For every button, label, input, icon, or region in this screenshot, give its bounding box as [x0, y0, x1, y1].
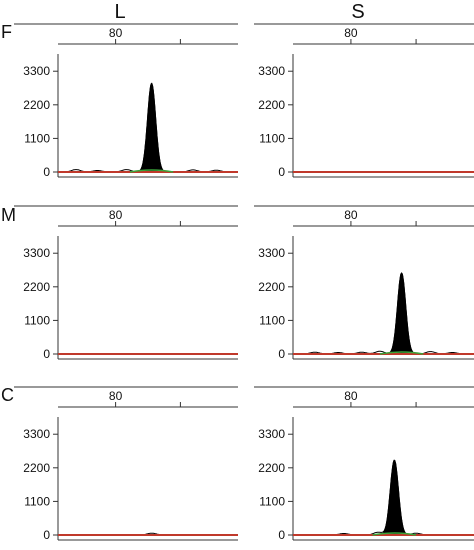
y-tick-label: 0 — [278, 347, 285, 361]
column-header-s: S — [351, 1, 364, 23]
y-tick-label: 0 — [278, 528, 285, 542]
y-tick-label: 1100 — [259, 494, 285, 508]
signal-trace — [293, 273, 474, 354]
y-tick-label: 2200 — [23, 98, 50, 112]
panel-grid: 80 0 1100 2200 3300 80 0 1100 2200 3300 80 0 1100 220… — [14, 24, 474, 542]
y-tick-label: 0 — [278, 165, 285, 179]
y-tick-label: 2200 — [23, 461, 50, 475]
row-header-c: C — [1, 385, 14, 405]
x-tick-label: 80 — [109, 208, 123, 222]
panel-f-l: 80 0 1100 2200 3300 — [14, 24, 238, 179]
main-peak — [139, 83, 165, 171]
y-tick-label: 2200 — [258, 461, 285, 475]
x-tick-label: 80 — [109, 26, 123, 40]
panel-c-l: 80 0 1100 2200 3300 — [14, 387, 238, 542]
panel-c-s: 80 0 1100 2200 3300 — [254, 387, 474, 542]
panel-f-s: 80 0 1100 2200 3300 — [254, 24, 474, 179]
y-tick-label: 3300 — [23, 246, 50, 260]
y-tick-label: 2200 — [23, 280, 50, 294]
main-peak — [389, 273, 415, 353]
y-tick-label: 2200 — [258, 280, 285, 294]
y-tick-label: 3300 — [258, 427, 285, 441]
y-tick-label: 3300 — [258, 246, 285, 260]
y-tick-label: 0 — [43, 347, 50, 361]
y-tick-label: 2200 — [258, 98, 285, 112]
x-tick-label: 80 — [109, 389, 123, 403]
x-tick-label: 80 — [344, 208, 358, 222]
x-tick-label: 80 — [344, 26, 358, 40]
y-tick-label: 0 — [43, 528, 50, 542]
row-header-f: F — [1, 22, 12, 42]
y-tick-label: 3300 — [23, 64, 50, 78]
panel-m-s: 80 0 1100 2200 3300 — [254, 206, 474, 361]
y-tick-label: 3300 — [258, 64, 285, 78]
y-tick-label: 1100 — [259, 131, 285, 145]
y-tick-label: 1100 — [24, 494, 50, 508]
panel-m-l: 80 0 1100 2200 3300 — [14, 206, 238, 361]
column-header-l: L — [114, 1, 125, 23]
y-tick-label: 0 — [43, 165, 50, 179]
y-tick-label: 1100 — [24, 131, 50, 145]
y-tick-label: 1100 — [24, 313, 50, 327]
y-tick-label: 3300 — [23, 427, 50, 441]
row-header-m: M — [1, 205, 16, 225]
main-peak — [381, 460, 407, 534]
y-tick-label: 1100 — [259, 313, 285, 327]
signal-trace — [293, 460, 474, 535]
x-tick-label: 80 — [344, 389, 358, 403]
